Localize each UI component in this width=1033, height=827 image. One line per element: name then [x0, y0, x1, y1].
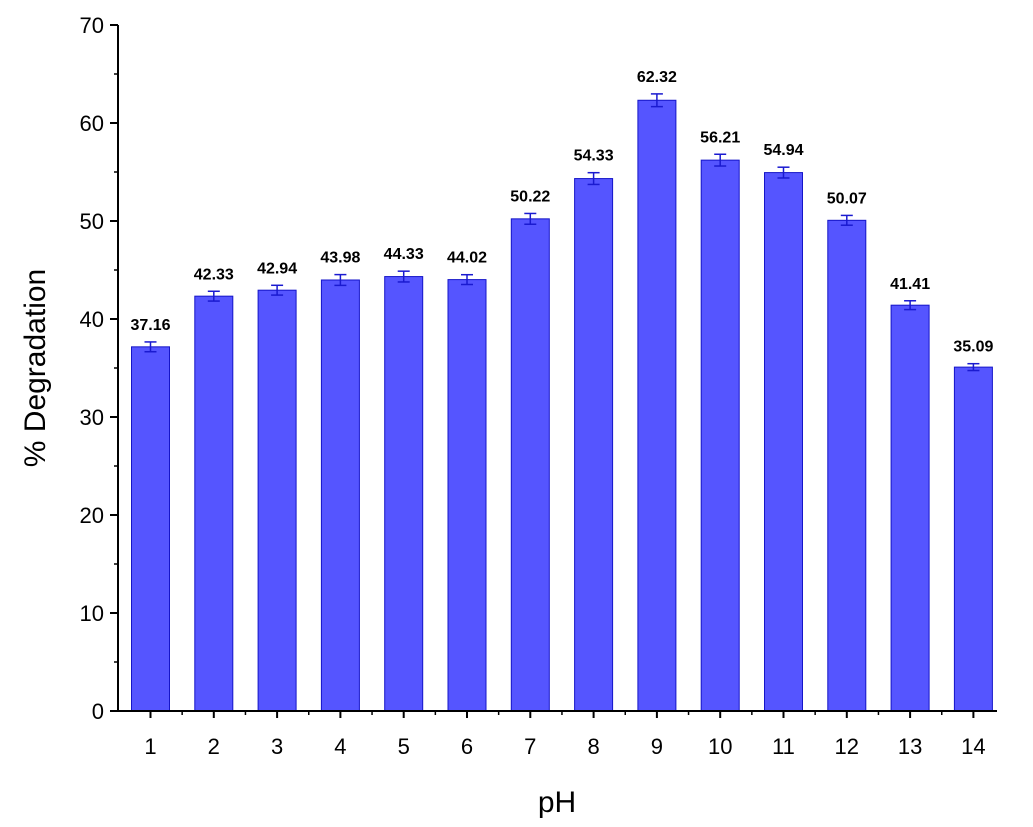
- x-tick-label: 4: [334, 734, 346, 759]
- bar-ph-4: [320, 279, 360, 712]
- bar-ph-7: [510, 218, 550, 712]
- error-bar-ph-13: [904, 300, 917, 311]
- data-label-ph-11: 54.94: [763, 142, 803, 159]
- data-label-ph-2: 42.33: [194, 266, 234, 283]
- error-bar-ph-7: [524, 212, 537, 225]
- error-bar-ph-3: [271, 284, 284, 296]
- data-label-ph-9: 62.32: [637, 69, 677, 86]
- x-axis-title: pH: [538, 786, 576, 819]
- bar-ph-8: [574, 178, 614, 712]
- x-tick-label: 12: [835, 734, 859, 759]
- error-bars-group: [144, 93, 980, 372]
- error-bar-ph-1: [144, 341, 157, 353]
- error-bar-ph-12: [840, 214, 853, 226]
- data-label-ph-5: 44.33: [384, 246, 424, 263]
- data-label-ph-1: 37.16: [130, 317, 170, 334]
- x-tick-label: 7: [524, 734, 536, 759]
- bar-ph-13: [890, 304, 930, 712]
- x-tick-label: 6: [461, 734, 473, 759]
- y-tick-label: 10: [80, 601, 104, 626]
- error-bar-ph-10: [714, 153, 727, 167]
- x-tick-label: 5: [398, 734, 410, 759]
- x-tick-label: 8: [587, 734, 599, 759]
- bar-ph-6: [447, 279, 487, 712]
- data-label-ph-14: 35.09: [953, 339, 993, 356]
- y-tick-label: 60: [80, 111, 104, 136]
- x-tick-label: 11: [772, 734, 795, 759]
- bar-ph-2: [194, 295, 234, 712]
- y-tick-label: 70: [80, 13, 104, 38]
- bar-ph-14: [953, 366, 993, 712]
- data-label-ph-10: 56.21: [700, 129, 740, 146]
- y-tick-label: 50: [80, 209, 104, 234]
- x-tick-label: 3: [271, 734, 283, 759]
- y-tick-label: 40: [80, 307, 104, 332]
- bars-group: [131, 99, 993, 712]
- bar-ph-10: [700, 159, 740, 712]
- bar-ph-12: [827, 219, 867, 712]
- x-tick-label: 1: [144, 734, 156, 759]
- error-bar-ph-8: [587, 171, 600, 186]
- x-tick-label: 2: [208, 734, 220, 759]
- data-label-ph-6: 44.02: [447, 250, 487, 267]
- bar-ph-9: [637, 99, 677, 712]
- error-bar-ph-6: [461, 273, 473, 286]
- y-tick-label: 0: [92, 699, 104, 724]
- x-tick-label: 10: [708, 734, 732, 759]
- x-tick-label: 13: [898, 734, 922, 759]
- error-bar-ph-5: [397, 270, 410, 283]
- y-ticks-group: 0 10 20 30 40 50 60 70: [80, 13, 118, 724]
- data-label-ph-3: 42.94: [257, 260, 297, 277]
- error-bar-ph-14: [967, 362, 980, 372]
- error-bar-ph-9: [650, 93, 663, 108]
- data-label-ph-12: 50.07: [827, 190, 867, 207]
- bar-ph-5: [384, 276, 424, 712]
- data-label-ph-13: 41.41: [890, 276, 930, 293]
- x-tick-label: 9: [651, 734, 663, 759]
- error-bar-ph-11: [777, 166, 790, 179]
- bar-ph-1: [131, 346, 170, 712]
- bar-ph-3: [257, 289, 297, 712]
- y-axis-title: % Degradation: [19, 269, 52, 467]
- error-bar-ph-4: [334, 273, 347, 287]
- data-label-ph-7: 50.22: [510, 188, 550, 205]
- data-label-ph-8: 54.33: [574, 148, 614, 165]
- x-ticks-group: 1 2 3 4 5 6 7 8 9 10 11 12 13 14: [144, 711, 986, 759]
- y-tick-label: 30: [80, 405, 104, 430]
- data-labels-group: 37.16 42.33 42.94 43.98 44.33 44.02 50.22 54.33…: [130, 69, 993, 356]
- y-tick-label: 20: [80, 503, 104, 528]
- data-label-ph-4: 43.98: [320, 250, 360, 267]
- bar-ph-11: [764, 172, 803, 712]
- error-bar-ph-2: [207, 290, 220, 302]
- x-tick-label: 14: [961, 734, 985, 759]
